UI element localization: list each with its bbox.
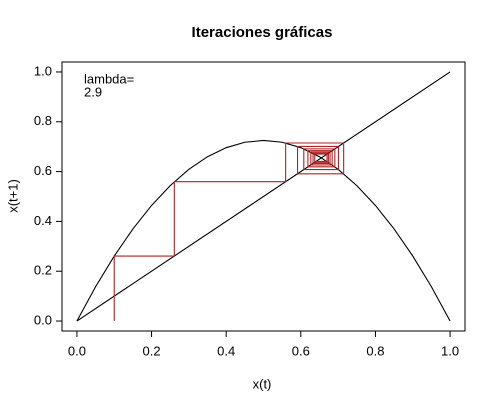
y-tick-label: 0.4 — [34, 213, 52, 228]
map-curve — [76, 139, 451, 322]
x-tick-label: 0.6 — [292, 343, 310, 358]
x-tick-label: 0.8 — [366, 343, 384, 358]
identity-line — [76, 71, 451, 322]
y-tick-label: 0.6 — [34, 163, 52, 178]
x-tick-label: 0.0 — [68, 343, 86, 358]
y-tick-label: 1.0 — [34, 63, 52, 78]
x-axis-label: x(t) — [253, 376, 272, 391]
y-tick-label: 0.2 — [34, 263, 52, 278]
y-tick-label: 0.8 — [34, 113, 52, 128]
x-tick-label: 0.2 — [143, 343, 161, 358]
annotation: lambda= — [84, 71, 134, 86]
chart-title: Iteraciones gráficas — [192, 24, 333, 41]
plot-frame — [61, 61, 466, 332]
x-tick-label: 1.0 — [441, 343, 459, 358]
annotation-value: 2.9 — [84, 84, 102, 99]
y-tick-label: 0.0 — [34, 312, 52, 327]
x-tick-label: 0.4 — [217, 343, 235, 358]
y-axis-label: x(t+1) — [5, 179, 20, 213]
